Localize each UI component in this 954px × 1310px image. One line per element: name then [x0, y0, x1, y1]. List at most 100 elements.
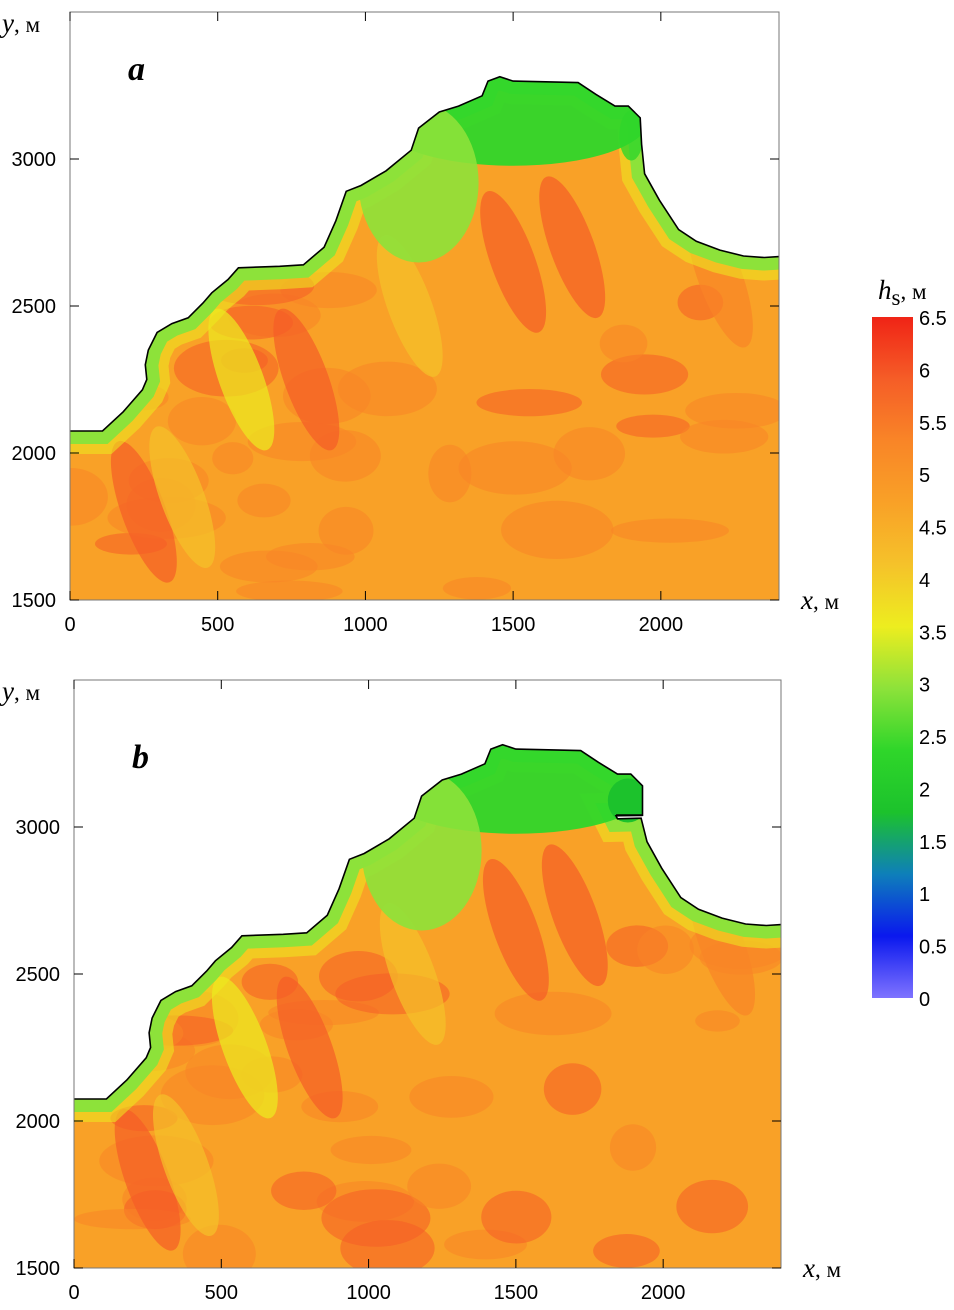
- field-patch: [685, 392, 779, 429]
- y-axis-label: y, м: [0, 8, 40, 38]
- y-tick-label: 2500: [16, 964, 61, 986]
- field-patch: [330, 1135, 412, 1165]
- field-patch: [481, 1190, 552, 1244]
- colorbar-tick-label: 2: [919, 779, 930, 801]
- colorbar-tick-label: 0: [919, 989, 930, 1011]
- colorbar-tick-label: 0.5: [919, 937, 947, 959]
- field-patch: [609, 1124, 657, 1171]
- panel-label: b: [132, 739, 149, 776]
- panel-a: 0 500 1000 1500 2000 1500 2000 2500 3000 y, м x, м…: [0, 8, 839, 636]
- field-patch: [237, 483, 291, 518]
- field-patch: [428, 444, 472, 503]
- field-patch: [500, 500, 614, 560]
- field-ray: [541, 844, 608, 987]
- x-tick-label: 0: [64, 614, 75, 636]
- field-sheltered: [619, 110, 644, 161]
- coastline: [74, 743, 782, 1100]
- field-patch: [409, 1076, 494, 1118]
- wave-height-field: [70, 76, 779, 600]
- field-patch: [680, 419, 769, 454]
- x-tick-label: 2000: [641, 1282, 686, 1304]
- field-patch: [593, 1234, 660, 1268]
- panel-b: 0 500 1000 1500 2000 1500 2000 2500 3000 y, м x, м…: [0, 676, 841, 1304]
- colorbar-scale: [872, 317, 913, 998]
- y-tick-label: 2000: [16, 1111, 61, 1133]
- field-ray: [379, 903, 446, 1045]
- x-tick-label: 1000: [346, 1282, 391, 1304]
- field-patch: [543, 1063, 602, 1115]
- colorbar-label: hs, м: [878, 275, 927, 310]
- field-ray: [152, 1094, 219, 1236]
- x-tick-label: 500: [201, 614, 234, 636]
- x-axis-label: x, м: [800, 585, 839, 615]
- y-tick-label: 2000: [12, 443, 57, 465]
- colorbar-tick-label: 6: [919, 360, 930, 382]
- y-tick-label: 3000: [12, 149, 57, 171]
- field-patch: [611, 518, 729, 543]
- y-tick-label: 3000: [16, 817, 61, 839]
- field-patch: [212, 442, 254, 475]
- field-patch: [676, 1179, 749, 1234]
- field-patch: [442, 577, 512, 600]
- field-patch: [119, 283, 192, 312]
- field-patch: [599, 324, 648, 363]
- colorbar-tick-label: 2.5: [919, 727, 947, 749]
- y-axis-label: y, м: [0, 676, 40, 706]
- field-patch: [70, 468, 108, 526]
- field-patch: [266, 543, 355, 571]
- colorbar: 6.5 6 5.5 5 4.5 4 3.5 3 2.5 2 1.5 1 0.5 0 hs, м: [872, 275, 947, 1011]
- field-patch: [600, 354, 689, 395]
- field-ray: [539, 176, 606, 319]
- colorbar-tick-label: 6.5: [919, 308, 947, 330]
- field-ray: [276, 976, 343, 1119]
- field-patch: [476, 389, 583, 417]
- x-tick-label: 1500: [491, 614, 536, 636]
- y-tick-label: 1500: [16, 1258, 61, 1280]
- field-patch: [458, 441, 572, 495]
- field-patch: [340, 1220, 435, 1268]
- colorbar-tick-label: 5: [919, 465, 930, 487]
- field-patch: [637, 925, 694, 974]
- field-ray: [110, 440, 177, 583]
- field-patch: [553, 427, 626, 481]
- field-ray: [480, 191, 547, 333]
- field-ray: [208, 308, 275, 451]
- coastline: [70, 75, 780, 432]
- colorbar-tick-label: 5.5: [919, 413, 947, 435]
- field-patch: [494, 991, 612, 1036]
- wave-height-field: [74, 744, 781, 1268]
- field-patch: [695, 1010, 740, 1032]
- field-patch: [319, 951, 398, 1002]
- field-patch: [616, 414, 690, 438]
- x-tick-label: 2000: [639, 614, 684, 636]
- colorbar-tick-label: 4: [919, 570, 930, 592]
- field-bay: [361, 770, 482, 931]
- field-ray: [211, 976, 278, 1119]
- field-sheltered: [607, 778, 648, 823]
- field-patch: [92, 951, 193, 986]
- x-tick-label: 0: [68, 1282, 79, 1304]
- colorbar-tick-label: 3: [919, 675, 930, 697]
- field-ray: [273, 308, 340, 451]
- colorbar-tick-label: 4.5: [919, 518, 947, 540]
- field-ray: [482, 859, 549, 1001]
- field-patch: [74, 1006, 110, 1037]
- field-patch: [337, 361, 437, 417]
- x-tick-label: 500: [205, 1282, 238, 1304]
- field-ray: [149, 426, 216, 568]
- x-axis-label: x, м: [802, 1253, 841, 1283]
- field-patch: [75, 306, 165, 345]
- y-tick-label: 2500: [12, 296, 57, 318]
- x-tick-label: 1000: [343, 614, 388, 636]
- field-patch: [318, 506, 374, 555]
- panel-label: a: [128, 51, 145, 88]
- field-bay: [358, 102, 479, 263]
- field-ray: [114, 1108, 181, 1251]
- x-tick-label: 1500: [494, 1282, 539, 1304]
- field-ray: [376, 235, 443, 377]
- field-patch: [182, 1224, 256, 1268]
- field-patch: [132, 251, 176, 311]
- field-patch: [70, 289, 119, 344]
- y-tick-label: 1500: [12, 590, 57, 612]
